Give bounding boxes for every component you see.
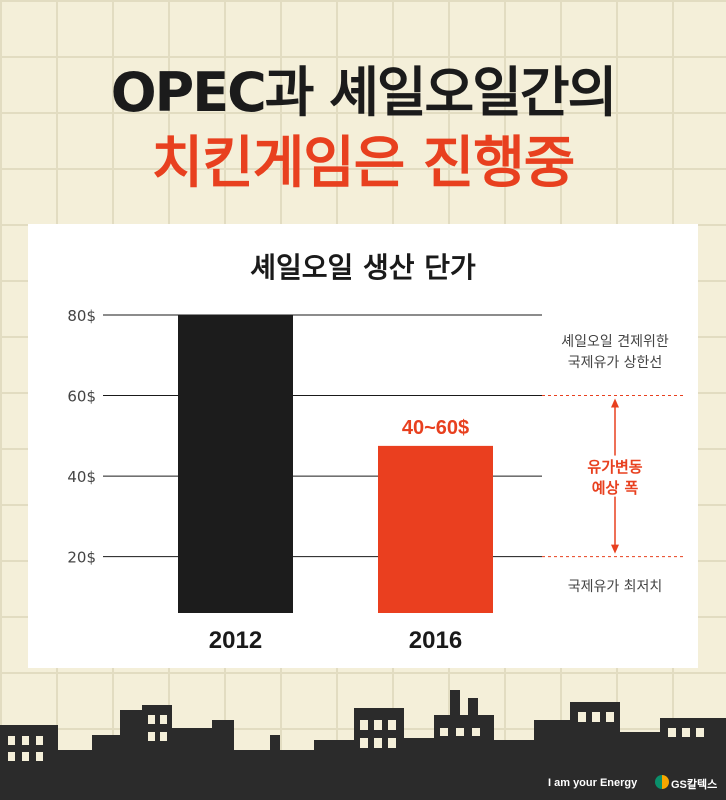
footer-brand: GS칼텍스 xyxy=(671,779,718,791)
y-tick-label: 80$ xyxy=(67,307,96,325)
headline-line1: OPEC과 셰일오일간의 xyxy=(110,61,618,124)
chart-title: 셰일오일 생산 단가 xyxy=(250,251,476,284)
y-tick-label: 60$ xyxy=(67,388,96,406)
annotation-lower-floor: 국제유가 최저치 xyxy=(568,579,663,595)
footer-slogan: I am your Energy xyxy=(548,777,638,789)
y-tick-label: 20$ xyxy=(67,549,96,567)
gs-logo-icon xyxy=(655,775,669,789)
chart-svg: 80$ 60$ 40$ 20$ 2012 2016 40~60$ 셰일오일 견제위한 국제유가 … xyxy=(67,307,684,654)
bar xyxy=(378,445,493,613)
bar xyxy=(178,315,293,613)
headline-line2: 치킨게임은 진행중 xyxy=(151,131,576,196)
x-category-label: 2016 xyxy=(409,627,462,654)
data-label: 40~60$ xyxy=(402,417,469,439)
annotation-range-label: 유가변동 예상 폭 xyxy=(587,458,642,497)
range-arrow-head-bottom xyxy=(611,544,619,554)
y-tick-label: 40$ xyxy=(67,468,96,486)
x-category-label: 2012 xyxy=(209,627,262,654)
range-arrow-head-top xyxy=(611,398,619,408)
chart-panel: 셰일오일 생산 단가 80$ 60$ 40$ 20$ 2012 2016 40~60$ 셰일오… xyxy=(28,224,698,668)
city-skyline xyxy=(0,690,726,800)
annotation-upper-cap: 셰일오일 견제위한 국제유가 상한선 xyxy=(561,334,669,371)
